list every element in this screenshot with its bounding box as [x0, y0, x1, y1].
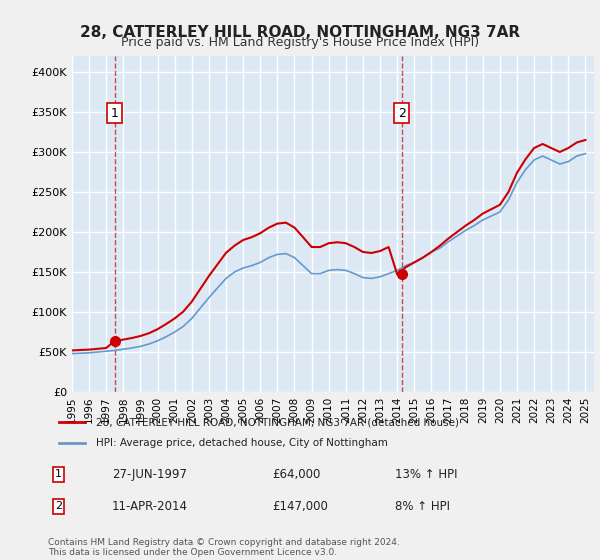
Text: 8% ↑ HPI: 8% ↑ HPI	[395, 500, 450, 513]
Text: HPI: Average price, detached house, City of Nottingham: HPI: Average price, detached house, City…	[96, 438, 388, 448]
Text: 13% ↑ HPI: 13% ↑ HPI	[395, 468, 458, 481]
Text: 28, CATTERLEY HILL ROAD, NOTTINGHAM, NG3 7AR: 28, CATTERLEY HILL ROAD, NOTTINGHAM, NG3…	[80, 25, 520, 40]
Text: Contains HM Land Registry data © Crown copyright and database right 2024.
This d: Contains HM Land Registry data © Crown c…	[48, 538, 400, 557]
Text: £64,000: £64,000	[272, 468, 320, 481]
Text: 1: 1	[110, 106, 119, 120]
Text: 1: 1	[55, 469, 62, 479]
Text: 2: 2	[398, 106, 406, 120]
Text: 2: 2	[55, 501, 62, 511]
Text: 27-JUN-1997: 27-JUN-1997	[112, 468, 187, 481]
Text: £147,000: £147,000	[272, 500, 328, 513]
Text: Price paid vs. HM Land Registry's House Price Index (HPI): Price paid vs. HM Land Registry's House …	[121, 36, 479, 49]
Text: 28, CATTERLEY HILL ROAD, NOTTINGHAM, NG3 7AR (detached house): 28, CATTERLEY HILL ROAD, NOTTINGHAM, NG3…	[96, 417, 459, 427]
Text: 11-APR-2014: 11-APR-2014	[112, 500, 188, 513]
